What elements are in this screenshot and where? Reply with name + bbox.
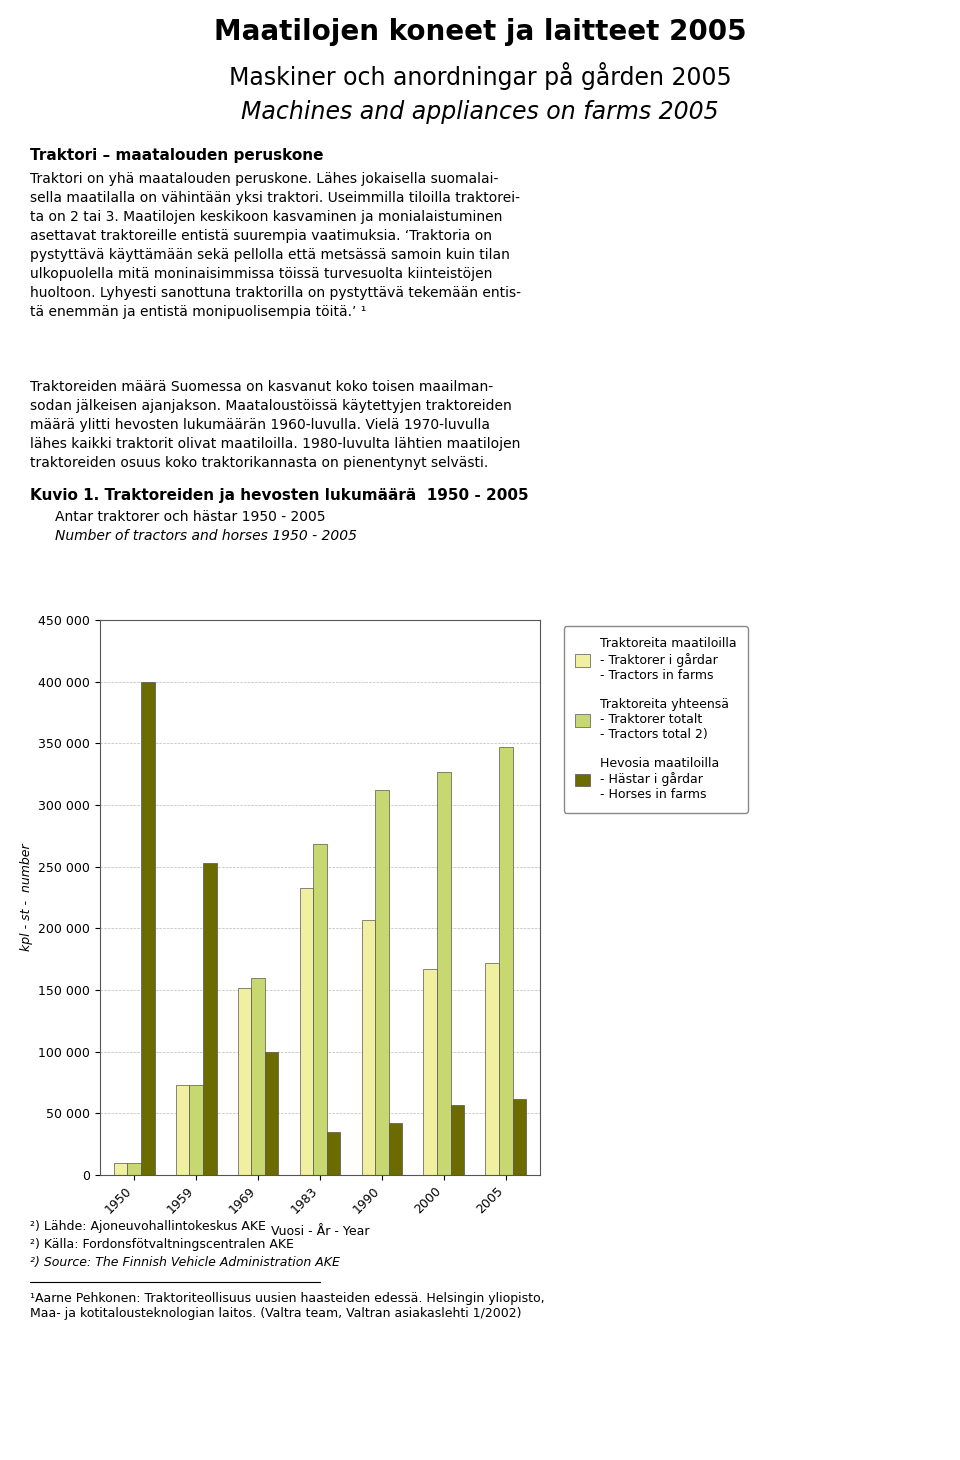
Text: pystyttävä käyttämään sekä pellolla että metsässä samoin kuin tilan: pystyttävä käyttämään sekä pellolla että… [30, 248, 510, 261]
Text: ta on 2 tai 3. Maatilojen keskikoon kasvaminen ja monialaistuminen: ta on 2 tai 3. Maatilojen keskikoon kasv… [30, 210, 502, 223]
Bar [189, 1085, 203, 1175]
Bar [300, 888, 313, 1175]
Text: ¹Aarne Pehkonen: Traktoriteollisuus uusien haasteiden edessä. Helsingin yliopist: ¹Aarne Pehkonen: Traktoriteollisuus uusi… [30, 1292, 544, 1320]
Bar [237, 987, 252, 1175]
Text: Antar traktorer och hästar 1950 - 2005: Antar traktorer och hästar 1950 - 2005 [55, 510, 325, 524]
Text: lähes kaikki traktorit olivat maatiloilla. 1980-luvulta lähtien maatilojen: lähes kaikki traktorit olivat maatiloill… [30, 437, 520, 451]
Text: Number of tractors and horses 1950 - 2005: Number of tractors and horses 1950 - 200… [55, 529, 357, 543]
Bar [499, 748, 513, 1175]
Bar [326, 1132, 341, 1175]
Text: sella maatilalla on vähintään yksi traktori. Useimmilla tiloilla traktorei-: sella maatilalla on vähintään yksi trakt… [30, 191, 520, 204]
Text: Traktori on yhä maatalouden peruskone. Lähes jokaisella suomalai-: Traktori on yhä maatalouden peruskone. L… [30, 172, 498, 185]
Text: Kuvio 1. Traktoreiden ja hevosten lukumäärä  1950 - 2005: Kuvio 1. Traktoreiden ja hevosten lukumä… [30, 488, 529, 504]
Text: traktoreiden osuus koko traktorikannasta on pienentynyt selvästi.: traktoreiden osuus koko traktorikannasta… [30, 456, 489, 470]
Bar [451, 1105, 465, 1175]
Text: Machines and appliances on farms 2005: Machines and appliances on farms 2005 [241, 99, 719, 124]
Bar [176, 1085, 189, 1175]
Bar [375, 790, 389, 1175]
Text: määrä ylitti hevosten lukumäärän 1960-luvulla. Vielä 1970-luvulla: määrä ylitti hevosten lukumäärän 1960-lu… [30, 418, 490, 432]
Bar [113, 1162, 128, 1175]
Text: ²) Källa: Fordonsfötvaltningscentralen AKE: ²) Källa: Fordonsfötvaltningscentralen A… [30, 1238, 294, 1251]
Text: Maatilojen koneet ja laitteet 2005: Maatilojen koneet ja laitteet 2005 [214, 18, 746, 47]
Bar [252, 978, 265, 1175]
Text: ²) Source: The Finnish Vehicle Administration AKE: ²) Source: The Finnish Vehicle Administr… [30, 1256, 340, 1269]
Bar [141, 682, 155, 1175]
Text: ulkopuolella mitä moninaisimmissa töissä turvesuolta kiinteistöjen: ulkopuolella mitä moninaisimmissa töissä… [30, 267, 492, 280]
Text: huoltoon. Lyhyesti sanottuna traktorilla on pystyttävä tekemään entis-: huoltoon. Lyhyesti sanottuna traktorilla… [30, 286, 521, 299]
Text: Maskiner och anordningar på gården 2005: Maskiner och anordningar på gården 2005 [228, 61, 732, 91]
Text: ²) Lähde: Ajoneuvohallintokeskus AKE: ²) Lähde: Ajoneuvohallintokeskus AKE [30, 1221, 266, 1234]
Text: Traktoreiden määrä Suomessa on kasvanut koko toisen maailman-: Traktoreiden määrä Suomessa on kasvanut … [30, 380, 493, 394]
Bar [265, 1051, 278, 1175]
Bar [437, 772, 451, 1175]
Y-axis label: kpl - st -  number: kpl - st - number [20, 844, 33, 952]
Bar [203, 863, 217, 1175]
Bar [362, 920, 375, 1175]
Bar [313, 844, 326, 1175]
Legend: Traktoreita maatiloilla
- Traktorer i gårdar
- Tractors in farms, Traktoreita yh: Traktoreita maatiloilla - Traktorer i gå… [564, 626, 748, 813]
Bar [513, 1098, 526, 1175]
Bar [128, 1162, 141, 1175]
Text: tä enemmän ja entistä monipuolisempia töitä.’ ¹: tä enemmän ja entistä monipuolisempia tö… [30, 305, 367, 318]
Text: asettavat traktoreille entistä suurempia vaatimuksia. ‘Traktoria on: asettavat traktoreille entistä suurempia… [30, 229, 492, 242]
Text: sodan jälkeisen ajanjakson. Maataloustöissä käytettyjen traktoreiden: sodan jälkeisen ajanjakson. Maataloustöi… [30, 399, 512, 413]
Text: Traktori – maatalouden peruskone: Traktori – maatalouden peruskone [30, 147, 324, 164]
Bar [423, 969, 437, 1175]
X-axis label: Vuosi - År - Year: Vuosi - År - Year [271, 1225, 370, 1238]
Bar [486, 962, 499, 1175]
Bar [389, 1123, 402, 1175]
